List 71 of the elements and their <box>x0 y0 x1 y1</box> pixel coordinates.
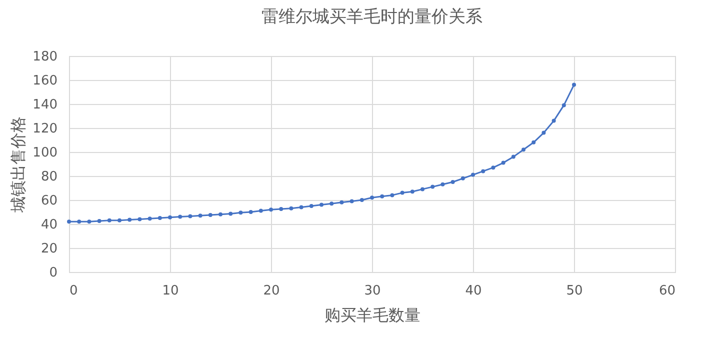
point <box>572 82 576 87</box>
point <box>238 210 243 215</box>
y-tick-label: 40 <box>40 218 58 232</box>
y-tick-label: 120 <box>32 122 58 136</box>
point <box>158 216 162 220</box>
point <box>410 190 414 194</box>
point <box>87 220 92 224</box>
point <box>148 216 152 221</box>
point <box>380 194 384 198</box>
point <box>481 169 486 174</box>
point <box>107 218 112 222</box>
point <box>248 210 253 214</box>
point <box>552 118 556 123</box>
point <box>450 180 455 184</box>
point <box>370 196 374 200</box>
y-tick-label: 20 <box>40 242 58 256</box>
point <box>309 204 314 208</box>
point <box>511 154 516 159</box>
point <box>138 217 142 222</box>
y-tick-label: 80 <box>40 170 58 184</box>
y-tick-label: 160 <box>32 74 58 88</box>
point <box>77 220 82 224</box>
point <box>299 205 304 210</box>
point <box>350 199 354 204</box>
point <box>218 212 222 216</box>
point <box>289 206 294 210</box>
point <box>522 148 526 152</box>
point <box>208 213 212 217</box>
x-tick-label: 40 <box>465 284 482 298</box>
point <box>330 202 334 206</box>
x-axis-title: 购买羊毛数量 <box>324 306 420 324</box>
point <box>198 214 202 218</box>
point <box>542 130 546 135</box>
point <box>420 187 424 192</box>
point <box>400 190 404 195</box>
point <box>340 200 344 204</box>
y-tick-label: 100 <box>32 146 58 160</box>
x-tick-label: 30 <box>364 284 381 298</box>
point <box>188 214 192 218</box>
point <box>269 208 273 212</box>
point <box>279 207 284 211</box>
x-tick-label: 20 <box>263 284 280 298</box>
point <box>532 140 536 144</box>
point <box>320 202 324 207</box>
point <box>430 184 435 189</box>
x-tick-label: 0 <box>70 284 78 298</box>
x-tick-label: 10 <box>162 284 179 298</box>
y-tick-label: 140 <box>32 98 58 112</box>
point <box>360 198 364 202</box>
point <box>168 215 172 220</box>
point <box>178 214 182 219</box>
point <box>97 219 102 223</box>
point <box>460 176 465 180</box>
point <box>390 193 394 198</box>
point <box>501 160 506 165</box>
point <box>440 182 445 186</box>
y-tick-label: 0 <box>49 266 58 280</box>
point <box>118 218 122 222</box>
y-tick-label: 180 <box>32 50 58 64</box>
point <box>258 208 263 213</box>
point <box>128 218 132 222</box>
point <box>491 166 496 170</box>
y-axis-title: 城镇出售价格 <box>8 116 28 214</box>
point <box>67 220 71 224</box>
point <box>228 212 233 216</box>
point <box>471 172 475 177</box>
point <box>562 103 566 108</box>
chart-title: 雷维尔城买羊毛时的量价关系 <box>262 7 482 27</box>
x-tick-label: 60 <box>658 284 676 298</box>
x-tick-label: 50 <box>566 284 583 298</box>
y-tick-label: 60 <box>40 194 58 208</box>
